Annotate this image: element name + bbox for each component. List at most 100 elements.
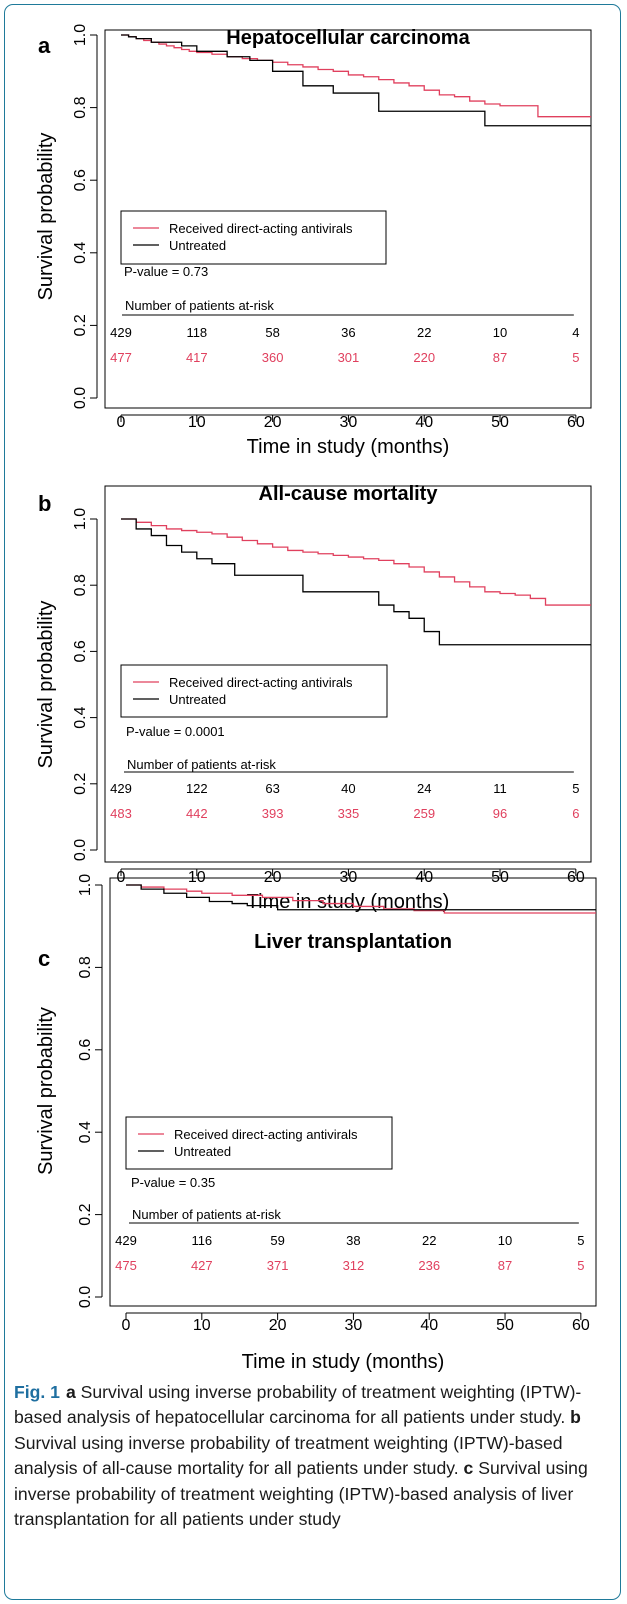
p-value-text: P-value = 0.35 (131, 1175, 215, 1190)
risk-treated-count: 477 (110, 350, 132, 365)
y-tick-label: 0.0 (72, 839, 89, 861)
y-tick-label: 0.2 (72, 314, 89, 336)
risk-untreated-count: 59 (270, 1233, 284, 1248)
series-untreated-curve (126, 884, 596, 911)
risk-untreated-count: 11 (493, 781, 507, 796)
panel-c: c Liver transplantation 0.0 0.2 0.4 0.6 0.8 1.0… (35, 874, 597, 1373)
caption-part-text: Survival using inverse probability of tr… (14, 1432, 563, 1479)
y-tick-label: 0.6 (77, 1039, 94, 1061)
legend-entry: Untreated (174, 1144, 231, 1159)
risk-table-title: Number of patients at-risk (132, 1207, 281, 1222)
panel-label: b (38, 491, 51, 516)
series-untreated-curve (121, 518, 591, 646)
legend: Received direct-acting antivirals Untreat… (120, 664, 388, 718)
risk-untreated-count: 40 (341, 781, 355, 796)
panel-label: a (38, 33, 51, 58)
risk-treated-count: 301 (338, 350, 360, 365)
legend-entry: Received direct-acting antivirals (174, 1127, 358, 1142)
x-axis-label: Time in study (months) (247, 436, 450, 458)
risk-treated-count: 220 (413, 350, 435, 365)
risk-untreated-count: 429 (115, 1233, 137, 1248)
risk-table: Number of patients at-risk42948312244263… (110, 757, 579, 821)
plot-area-frame (104, 485, 592, 863)
risk-treated-count: 417 (186, 350, 208, 365)
risk-table: Number of patients at-risk 429 475 116 427 59… (115, 1207, 584, 1273)
risk-treated-count: 427 (191, 1258, 213, 1273)
risk-untreated-count: 5 (572, 781, 579, 796)
y-tick-label: 1.0 (72, 508, 89, 530)
x-tick-label: 0 (122, 1317, 131, 1334)
caption-part-letter: a (65, 1382, 76, 1402)
x-axis-label: Time in study (months) (247, 891, 450, 913)
x-tick-label: 10 (193, 1317, 211, 1334)
x-axis-label: Time in study (months) (242, 1351, 445, 1373)
risk-treated-count: 393 (262, 806, 284, 821)
risk-untreated-count: 10 (493, 325, 507, 340)
risk-table: Number of patients at-risk 429 477 118 417 58… (110, 298, 579, 365)
risk-untreated-count: 58 (265, 325, 279, 340)
legend-entry: Untreated (169, 692, 226, 707)
legend-box (125, 1116, 393, 1170)
series-treated-curve (126, 884, 596, 914)
risk-untreated-count: 10 (498, 1233, 512, 1248)
y-tick-label: 0.0 (77, 1286, 94, 1308)
panel-b: b All-cause mortality 0.0 0.2 0.4 0.6 0.8 1.0 Su… (35, 483, 592, 913)
risk-untreated-count: 4 (572, 325, 579, 340)
risk-treated-count: 360 (262, 350, 284, 365)
y-tick-label: 0.4 (72, 706, 89, 728)
risk-untreated-count: 122 (186, 781, 208, 796)
x-tick-label: 10 (188, 414, 206, 431)
x-tick-label: 40 (420, 1317, 438, 1334)
risk-treated-count: 87 (498, 1258, 512, 1273)
risk-untreated-count: 116 (191, 1233, 212, 1248)
risk-treated-count: 96 (493, 806, 507, 821)
x-tick-label: 0 (117, 414, 126, 431)
caption-part-text: Survival using inverse probability of tr… (14, 1382, 582, 1428)
x-tick-label: 20 (269, 1317, 287, 1334)
y-tick-label: 0.4 (72, 242, 89, 264)
y-tick-label: 0.2 (77, 1203, 94, 1225)
risk-treated-count: 259 (413, 806, 435, 821)
risk-untreated-count: 22 (422, 1233, 436, 1248)
series-treated-curve (121, 34, 591, 118)
risk-untreated-count: 36 (341, 325, 355, 340)
risk-untreated-count: 38 (346, 1233, 360, 1248)
risk-treated-count: 475 (115, 1258, 137, 1273)
chart-title: All-cause mortality (259, 483, 439, 505)
y-tick-label: 0.6 (72, 169, 89, 191)
risk-table-title: Number of patients at-risk (125, 298, 274, 313)
risk-treated-count: 312 (343, 1258, 365, 1273)
risk-treated-count: 483 (110, 806, 132, 821)
series-untreated-curve (121, 34, 591, 127)
y-tick-label: 0.0 (72, 387, 89, 409)
risk-untreated-count: 22 (417, 325, 431, 340)
legend-entry: Untreated (169, 238, 226, 253)
caption-part-letter: b (570, 1407, 581, 1428)
y-axis-label: Survival probability (35, 133, 57, 301)
legend: Received direct-acting antivirals Untreat… (125, 1116, 393, 1170)
risk-treated-count: 335 (338, 806, 360, 821)
risk-treated-count: 5 (572, 350, 579, 365)
x-tick-label: 50 (496, 1317, 514, 1334)
y-tick-label: 1.0 (72, 24, 89, 46)
risk-untreated-count: 429 (110, 325, 132, 340)
risk-treated-count: 371 (267, 1258, 289, 1273)
y-tick-label: 0.6 (72, 640, 89, 662)
caption-part-letter: c (463, 1458, 474, 1479)
y-tick-label: 0.8 (72, 96, 89, 118)
panel-a: a Hepatocellular carcinoma 0.0 0.2 0.4 0.6 0.8… (35, 24, 592, 458)
figure-label: Fig. 1 (14, 1382, 60, 1402)
y-tick-label: 0.2 (72, 773, 89, 795)
risk-treated-count: 236 (418, 1258, 440, 1273)
plot-area-frame (109, 877, 597, 1307)
y-tick-label: 0.4 (77, 1121, 94, 1143)
plot-area-frame (104, 29, 592, 409)
risk-untreated-count: 118 (186, 325, 207, 340)
risk-treated-count: 6 (572, 806, 579, 821)
legend-box (120, 664, 388, 718)
p-value-text: P-value = 0.73 (124, 264, 208, 279)
x-tick-label: 30 (340, 414, 358, 431)
chart-title: Hepatocellular carcinoma (226, 27, 470, 49)
x-tick-label: 60 (567, 414, 585, 431)
